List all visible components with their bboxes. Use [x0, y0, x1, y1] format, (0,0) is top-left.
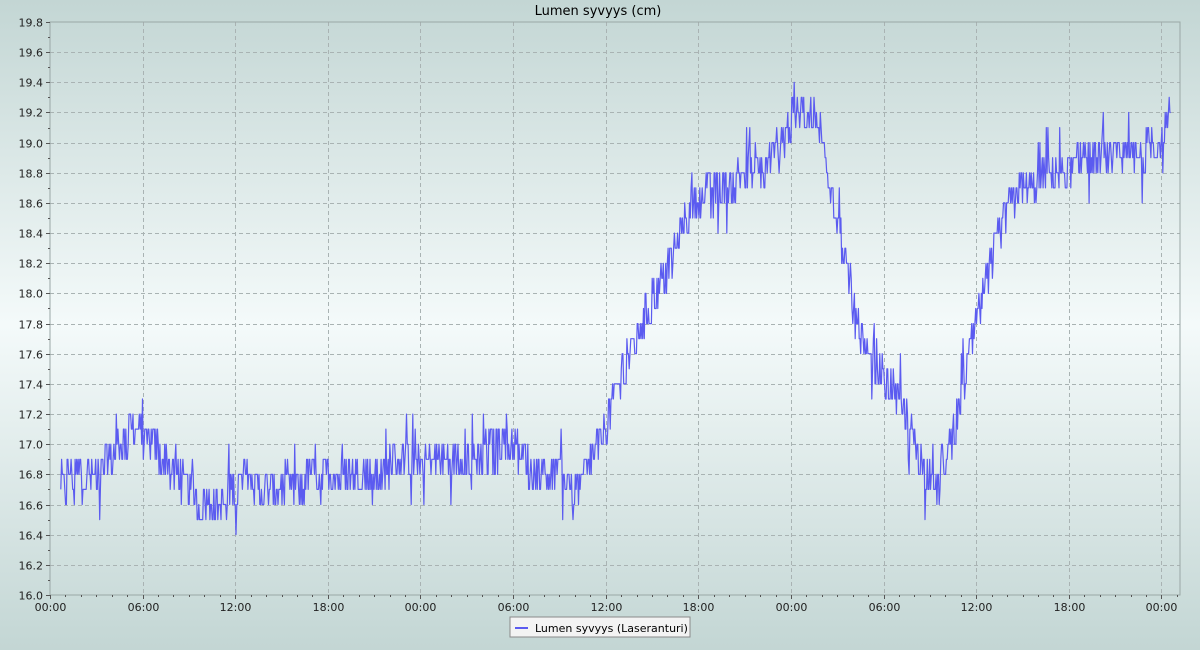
y-tick-label: 19.0: [19, 138, 44, 151]
x-tick-label: 00:00: [405, 601, 437, 614]
y-tick-label: 16.4: [19, 530, 44, 543]
y-tick-label: 18.4: [19, 228, 44, 241]
y-tick-label: 19.4: [19, 77, 44, 90]
y-tick-label: 16.8: [19, 469, 44, 482]
x-tick-label: 00:00: [35, 601, 67, 614]
y-tick-label: 17.4: [19, 379, 44, 392]
x-tick-label: 00:00: [776, 601, 808, 614]
y-tick-label: 16.6: [19, 500, 44, 513]
x-tick-label: 18:00: [313, 601, 345, 614]
y-tick-label: 17.0: [19, 439, 44, 452]
y-tick-label: 17.8: [19, 319, 44, 332]
y-tick-label: 18.0: [19, 288, 44, 301]
x-tick-label: 06:00: [498, 601, 530, 614]
y-tick-label: 19.2: [19, 107, 44, 120]
x-tick-label: 06:00: [128, 601, 160, 614]
y-tick-label: 18.6: [19, 198, 44, 211]
x-tick-label: 12:00: [591, 601, 623, 614]
x-tick-label: 06:00: [869, 601, 901, 614]
x-tick-label: 12:00: [961, 601, 993, 614]
x-tick-label: 18:00: [1054, 601, 1086, 614]
legend-label: Lumen syvyys (Laseranturi): [535, 622, 688, 635]
y-tick-label: 16.2: [19, 560, 44, 573]
y-tick-label: 19.6: [19, 47, 44, 60]
y-tick-label: 17.6: [19, 349, 44, 362]
x-tick-label: 12:00: [220, 601, 252, 614]
legend: Lumen syvyys (Laseranturi): [510, 617, 690, 637]
y-tick-label: 17.2: [19, 409, 44, 422]
y-tick-label: 18.8: [19, 168, 44, 181]
y-tick-label: 19.8: [19, 17, 44, 30]
y-tick-label: 18.2: [19, 258, 44, 271]
x-tick-label: 18:00: [683, 601, 715, 614]
x-tick-label: 00:00: [1146, 601, 1178, 614]
chart-title: Lumen syvyys (cm): [535, 4, 662, 19]
